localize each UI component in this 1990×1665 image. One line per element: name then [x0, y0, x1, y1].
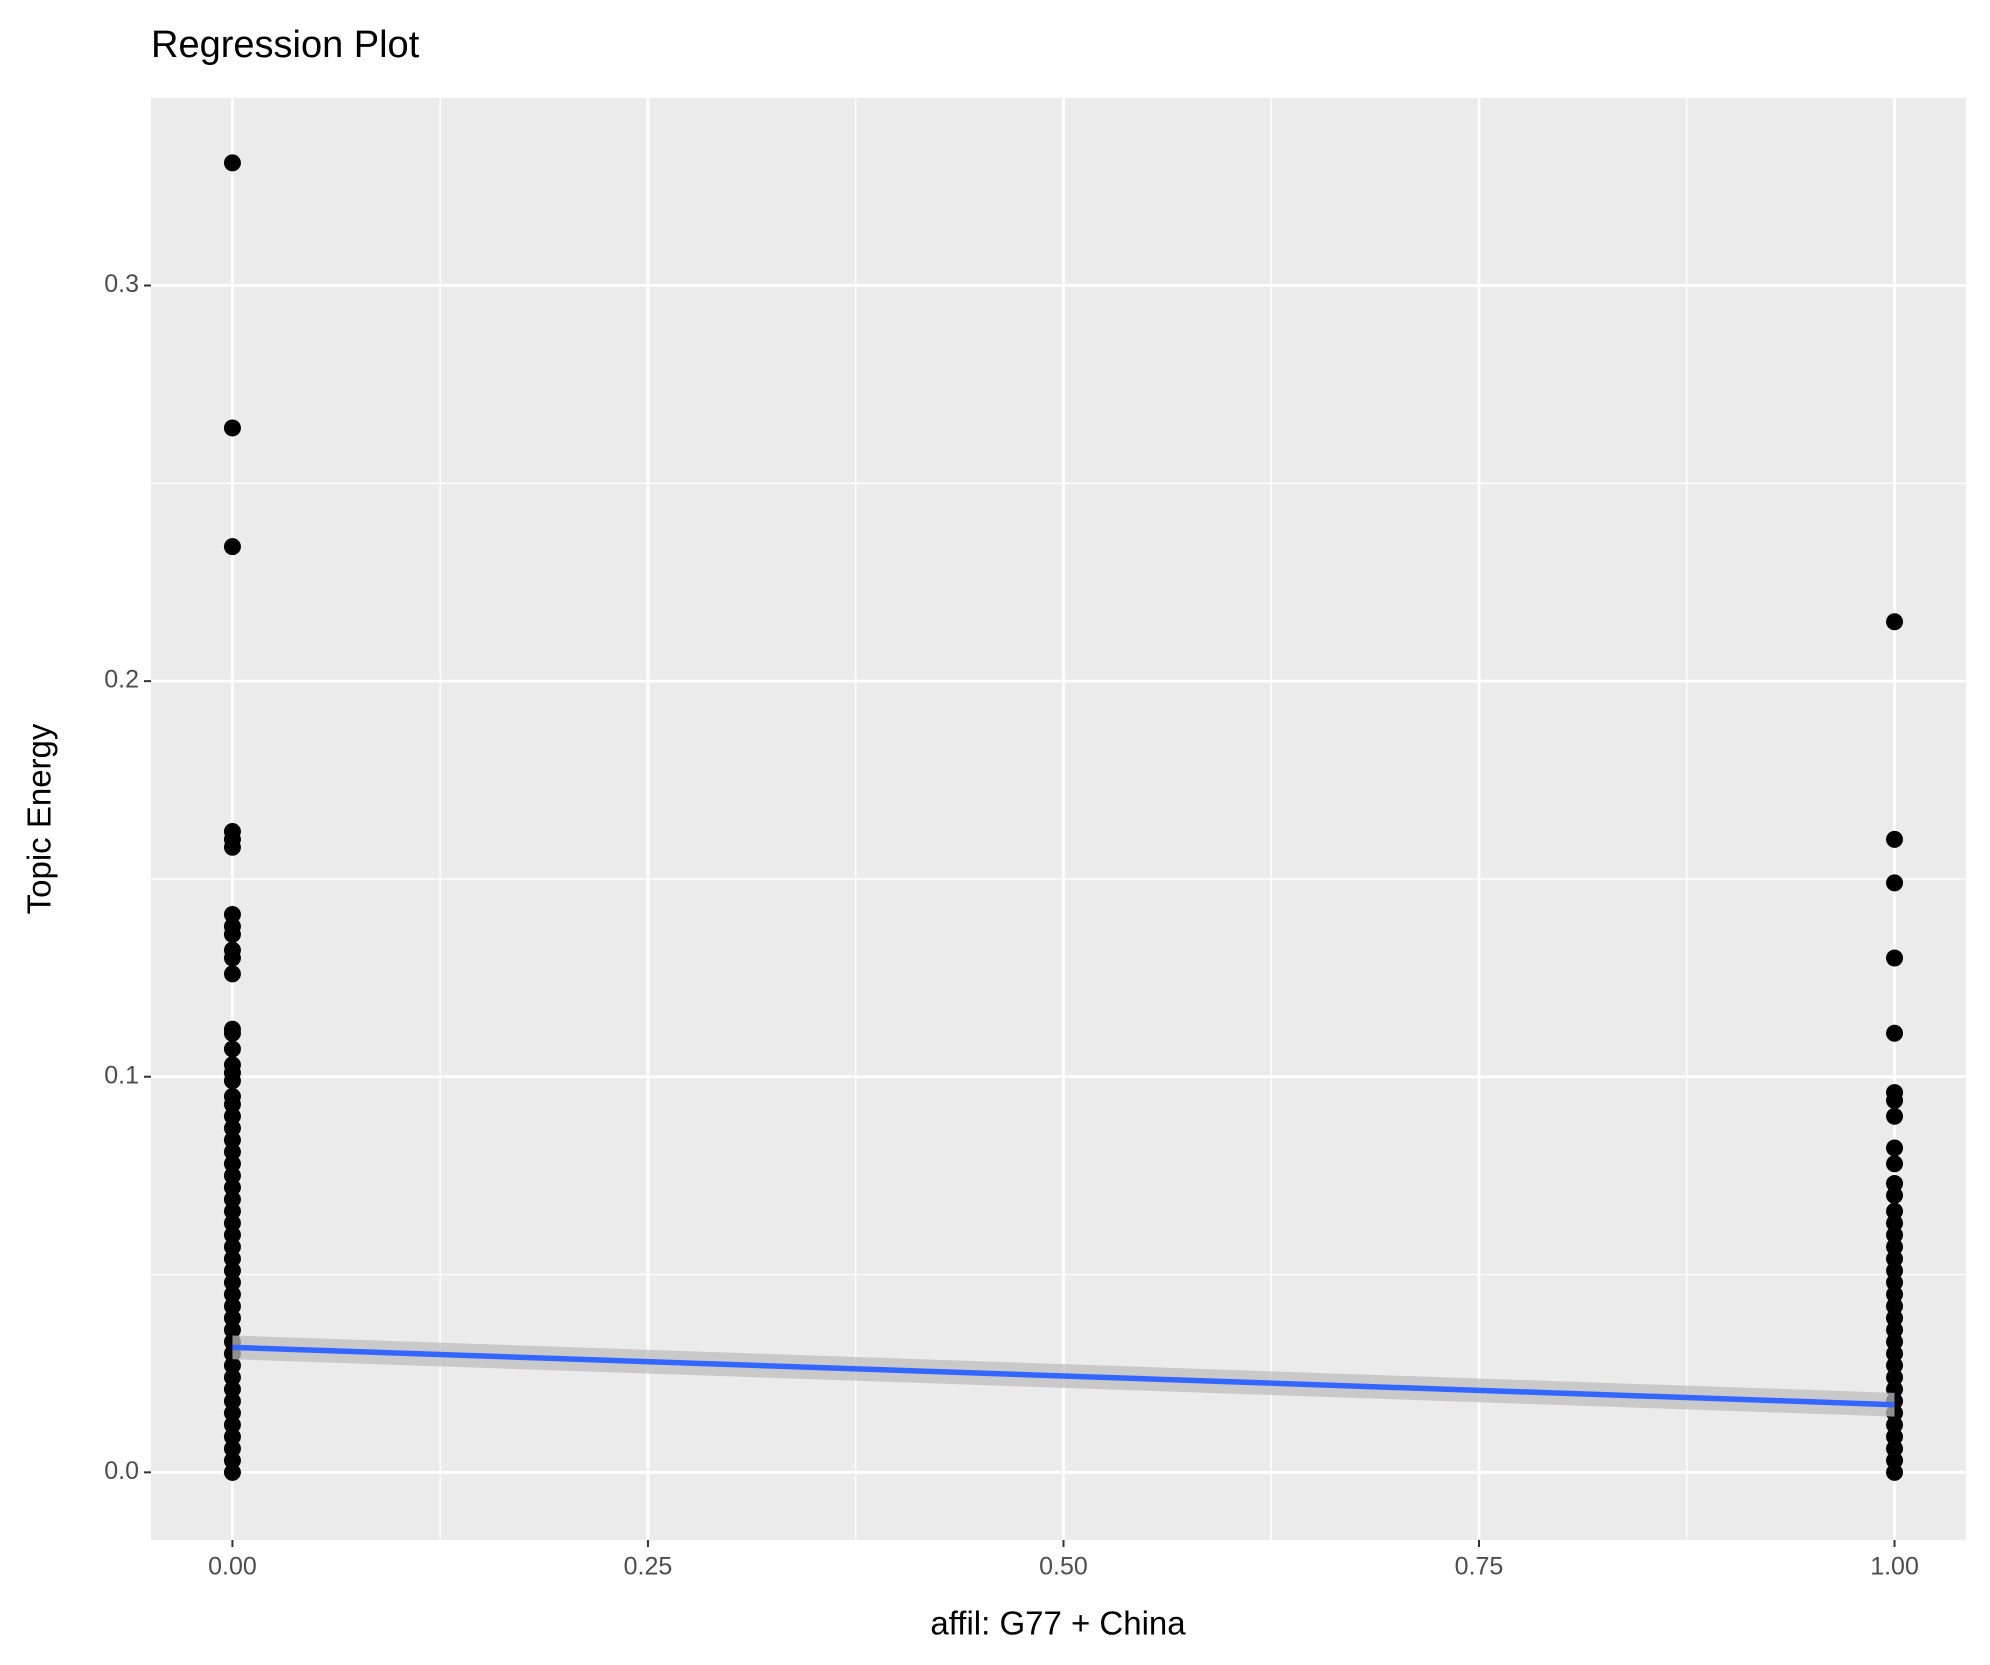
point [223, 1131, 241, 1149]
point [1886, 1428, 1904, 1446]
y-tick-label: 0.1 [104, 1061, 139, 1089]
point [223, 1404, 241, 1422]
point [223, 1214, 241, 1232]
point [223, 1167, 241, 1185]
point [223, 1416, 241, 1434]
regression-line [232, 1344, 1895, 1408]
point [223, 419, 241, 437]
point [223, 1321, 241, 1339]
point [1886, 1440, 1904, 1458]
point [1886, 1368, 1904, 1386]
chart-title: Regression Plot [151, 24, 420, 66]
point [1886, 830, 1904, 848]
x-tick-label: 0.75 [1455, 1553, 1504, 1581]
point [223, 538, 241, 556]
point [223, 1143, 241, 1161]
point [223, 925, 241, 943]
point [223, 1024, 241, 1042]
point [1886, 949, 1904, 967]
point [223, 1072, 241, 1090]
point [223, 1357, 241, 1375]
point [223, 1202, 241, 1220]
point [223, 1119, 241, 1137]
point [1886, 1250, 1904, 1268]
point [1886, 1451, 1904, 1469]
point [223, 965, 241, 983]
x-tick-label: 0.50 [1039, 1553, 1088, 1581]
point [1886, 1139, 1904, 1157]
point [223, 1262, 241, 1280]
point [1886, 1321, 1904, 1339]
point [1886, 1357, 1904, 1375]
point [223, 1392, 241, 1410]
point [1886, 1202, 1904, 1220]
point [1886, 613, 1904, 631]
point [1886, 1214, 1904, 1232]
point [223, 1107, 241, 1125]
point [1886, 1262, 1904, 1280]
point [223, 1226, 241, 1244]
point [223, 1285, 241, 1303]
point [223, 1309, 241, 1327]
x-tick-label: 0.25 [624, 1553, 673, 1581]
point [223, 154, 241, 172]
point [1886, 1091, 1904, 1109]
x-tick-label: 1.00 [1870, 1553, 1919, 1581]
point [1886, 874, 1904, 892]
point [223, 1040, 241, 1058]
point [223, 838, 241, 856]
point [223, 1095, 241, 1113]
x-axis-label: affil: G77 + China [930, 1605, 1186, 1642]
point [1886, 1155, 1904, 1173]
point [1886, 1345, 1904, 1363]
point [1886, 1297, 1904, 1315]
point [1886, 1333, 1904, 1351]
point [223, 1190, 241, 1208]
point [1886, 1416, 1904, 1434]
y-tick-label: 0.0 [104, 1457, 139, 1485]
y-tick-label: 0.2 [104, 666, 139, 694]
point [223, 949, 241, 967]
point [223, 1179, 241, 1197]
x-tick-label: 0.00 [208, 1553, 257, 1581]
y-axis-label: Topic Energy [21, 723, 58, 914]
plot-panel [151, 98, 1966, 1540]
point [1886, 1285, 1904, 1303]
point [223, 1463, 241, 1481]
point [1886, 1024, 1904, 1042]
point [223, 1238, 241, 1256]
point [223, 1273, 241, 1291]
point [1886, 1463, 1904, 1481]
point [223, 1155, 241, 1173]
point [1886, 1186, 1904, 1204]
point [1886, 1309, 1904, 1327]
point [223, 1250, 241, 1268]
point [223, 1297, 241, 1315]
point [223, 906, 241, 924]
point [1886, 1107, 1904, 1125]
y-tick-label: 0.3 [104, 270, 139, 298]
point [223, 1368, 241, 1386]
point [1886, 1238, 1904, 1256]
point [1886, 1226, 1904, 1244]
point [1886, 1273, 1904, 1291]
point [223, 1440, 241, 1458]
point [1886, 1175, 1904, 1193]
point [223, 1428, 241, 1446]
point [223, 1451, 241, 1469]
point [223, 1380, 241, 1398]
